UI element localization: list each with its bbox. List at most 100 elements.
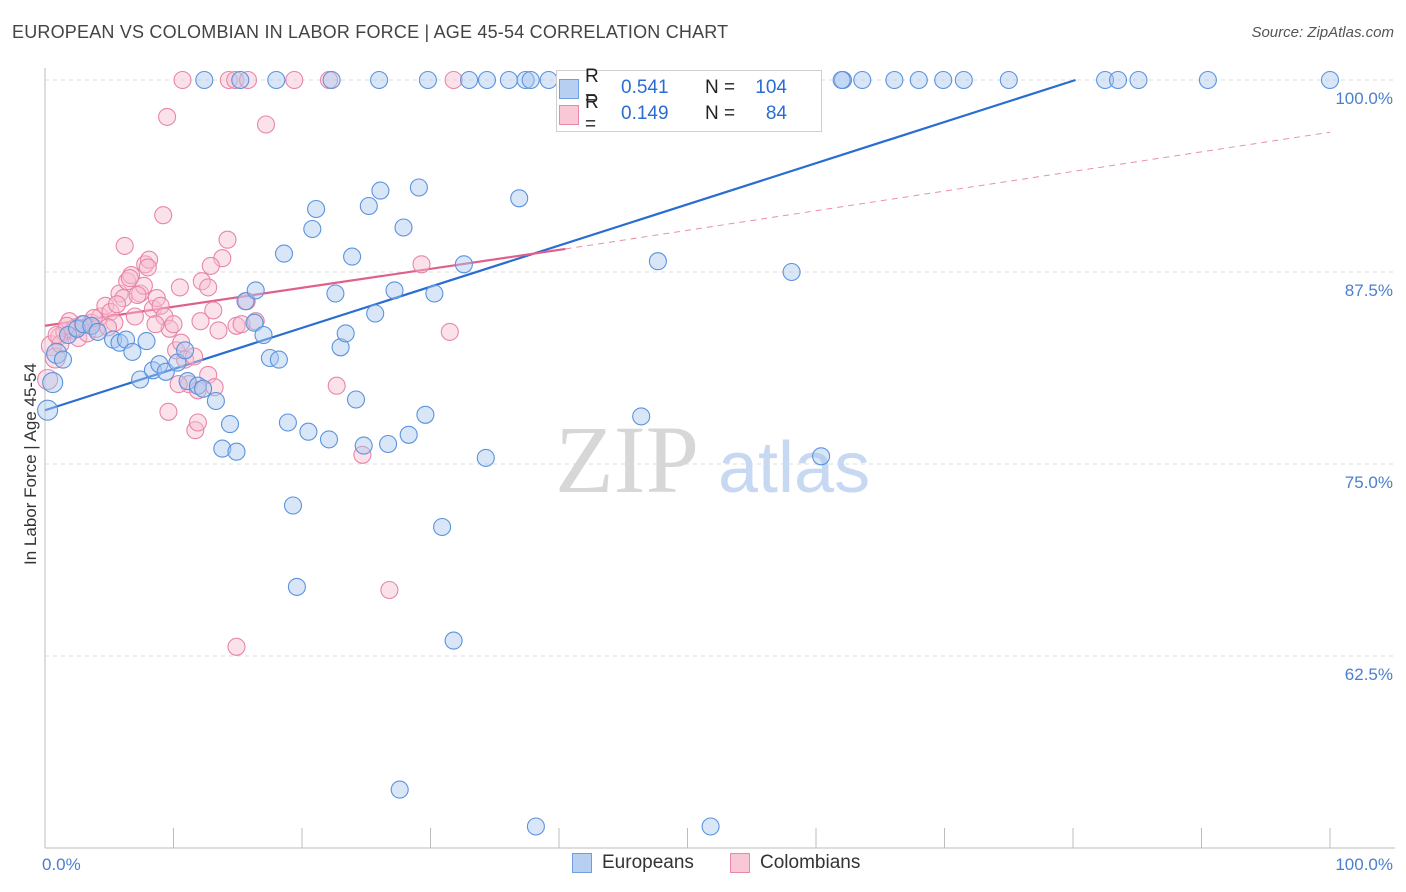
colombian-point [158, 107, 177, 126]
colombian-point [154, 206, 173, 225]
trend-layer [44, 78, 1331, 412]
european-point [409, 178, 428, 197]
european-point [303, 219, 322, 239]
european-point [454, 255, 473, 274]
colombian-trend-line [44, 247, 566, 327]
european-point [336, 324, 355, 343]
european-point [195, 70, 214, 90]
grid-layer [45, 79, 1395, 657]
european-point [319, 430, 339, 449]
european-point [254, 325, 273, 345]
european-point [379, 434, 398, 454]
colombian-point [173, 70, 192, 90]
legend-r-value: 0.149 [621, 103, 669, 124]
legend-r-label: R = [585, 66, 599, 109]
european-point [1129, 70, 1148, 90]
y-tick-label: 87.5% [1345, 281, 1393, 300]
european-point [521, 70, 540, 90]
european-point [206, 391, 225, 411]
colombian-point [444, 70, 463, 90]
european-point [782, 262, 801, 282]
colombian-point [134, 276, 153, 295]
legend-row-colombians: R = 0.149 N = 84 [559, 92, 787, 135]
european-point [476, 448, 495, 467]
european-point [74, 315, 93, 334]
legend-label-colombians: Colombians [760, 852, 861, 873]
colombian-point [69, 328, 88, 348]
european-point [299, 422, 318, 441]
x-tick-label-min: 0.0% [42, 855, 81, 874]
colombian-point [204, 301, 223, 320]
european-point [385, 281, 404, 300]
colombian-point [191, 312, 210, 331]
european-point [131, 370, 150, 389]
series-legend: Europeans Colombians [0, 852, 1406, 876]
european-point [425, 284, 444, 303]
legend-swatch-pink [559, 105, 579, 125]
colombian-point [232, 315, 251, 334]
european-point [354, 436, 373, 455]
y-axis-label: In Labor Force | Age 45-54 [21, 363, 40, 565]
source-credit: Source: ZipAtlas.com [1251, 24, 1394, 41]
european-point [326, 284, 345, 303]
colombian-point [107, 295, 127, 314]
legend-swatch-europeans [572, 853, 592, 873]
european-point [1096, 70, 1115, 90]
colombian-point [120, 269, 139, 288]
y-tick-label: 100.0% [1335, 89, 1393, 108]
legend-row-europeans: R = 0.541 N = 104 [559, 66, 787, 109]
european-point [53, 350, 73, 369]
legend-n-label: N = [705, 103, 736, 124]
european-point [231, 70, 250, 90]
legend-swatch-blue [559, 79, 579, 99]
european-point [245, 313, 264, 332]
legend-item-colombians[interactable]: Colombians [730, 852, 860, 874]
colombian-point [96, 296, 115, 315]
colombian-point [353, 445, 372, 464]
european-point [42, 372, 64, 394]
watermark-atlas: atlas [718, 428, 870, 508]
colombian-point [170, 278, 189, 297]
labels-layer: 62.5% 75.0% 87.5% 100.0% 0.0% 100.0% In Labor … [21, 89, 1393, 874]
colombian-point [227, 637, 246, 656]
european-point [433, 517, 452, 537]
european-point [283, 496, 303, 515]
european-point [307, 199, 326, 219]
european-point [390, 780, 409, 799]
colombian-point [159, 402, 178, 421]
legend-swatch-colombians [730, 853, 750, 873]
european-point [278, 413, 297, 432]
european-point [366, 304, 385, 323]
colombian-point [151, 296, 170, 315]
colombian-point [40, 335, 62, 357]
european-point [176, 341, 195, 360]
european-point [260, 348, 279, 368]
legend-n-value: 104 [755, 77, 787, 98]
legend-n-label: N = [705, 77, 736, 98]
european-point [346, 390, 366, 409]
colombian-point [138, 258, 157, 277]
european-point [37, 399, 59, 421]
european-point [371, 181, 390, 200]
european-point [701, 817, 720, 836]
european-point [444, 631, 463, 650]
colombian-point [125, 307, 144, 326]
colombian-point [164, 315, 183, 334]
european-point [246, 281, 265, 300]
european-point [1198, 70, 1217, 90]
x-tick-label-max: 100.0% [1335, 855, 1393, 874]
european-point [477, 70, 497, 90]
european-point [648, 252, 667, 271]
european-point [1320, 70, 1340, 90]
european-point [227, 442, 246, 461]
european-point [499, 70, 518, 90]
european-point [269, 350, 288, 369]
colombian-point [440, 322, 459, 341]
colombian-point [188, 413, 207, 432]
european-point [416, 405, 435, 424]
legend-item-europeans[interactable]: Europeans [572, 852, 694, 874]
european-trend-line [44, 78, 1076, 412]
legend-label-europeans: Europeans [602, 852, 694, 873]
colombian-point [122, 266, 141, 285]
